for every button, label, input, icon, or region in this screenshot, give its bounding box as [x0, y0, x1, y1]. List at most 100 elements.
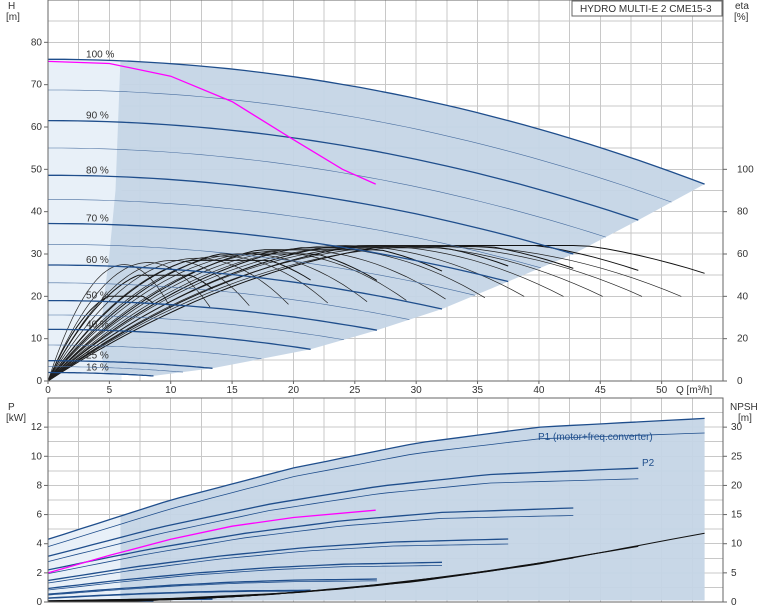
- y-right-tick-label-bottom: 10: [731, 539, 743, 550]
- speed-curve-0: [48, 58, 705, 185]
- speed-label-4: 60 %: [86, 255, 109, 266]
- y-right-tick-label: 80: [737, 207, 749, 218]
- y-right-tick-label-bottom: 20: [731, 480, 743, 491]
- speed-curve-3: [47, 222, 509, 283]
- power-curve-4-0: [47, 561, 443, 590]
- x-tick-label: 50: [656, 385, 668, 396]
- x-tick-label: 30: [411, 385, 423, 396]
- y-right-label-top-1: eta: [735, 1, 749, 12]
- y-left-tick-label-bottom: 6: [36, 510, 42, 521]
- power-curve-1-0: [47, 467, 639, 557]
- y-left-tick-label: 80: [31, 37, 43, 48]
- y-left-tick-label: 30: [31, 249, 43, 260]
- x-tick-label: 15: [227, 385, 239, 396]
- power-curve-6-0: [47, 589, 311, 599]
- y-right-tick-label-bottom: 25: [731, 451, 743, 462]
- speed-label-0: 100 %: [86, 49, 114, 60]
- duty-curve-head: [47, 60, 376, 185]
- x-tick-label: 25: [349, 385, 361, 396]
- power-curve-1-1: [47, 478, 639, 562]
- speed-curve-thin-2: [48, 199, 541, 269]
- p2-annotation: P2: [642, 458, 655, 469]
- speed-label-3: 70 %: [86, 214, 109, 225]
- y-left-tick-label: 20: [31, 291, 43, 302]
- speed-curve-7: [48, 360, 213, 369]
- duty-curve-power: [47, 509, 376, 574]
- y-right-tick-label: 100: [737, 164, 754, 175]
- y-left-tick-label: 50: [31, 164, 43, 175]
- chart-title: HYDRO MULTI-E 2 CME15-3: [580, 4, 712, 15]
- power-npsh-chart: 0 2 4 6 8 10 12 0 5 10 15 20 25 30: [31, 397, 743, 608]
- speed-curve-4: [48, 264, 443, 310]
- speed-label-5: 50 %: [86, 291, 109, 302]
- speed-curve-2: [48, 174, 574, 255]
- efficiency-curve-thin-10: [47, 245, 564, 382]
- y-right-label-unit-2: [m]: [738, 413, 752, 424]
- y-right-tick-label: 60: [737, 249, 749, 260]
- speed-curve-thin-6: [48, 344, 262, 360]
- efficiency-curve-thin-7: [47, 249, 446, 382]
- power-curve-3-0: [47, 538, 509, 582]
- speed-curve-thin-1: [48, 147, 606, 238]
- y-left-tick-label: 70: [31, 80, 43, 91]
- x-tick-label: 5: [107, 385, 113, 396]
- x-tick-label: 0: [45, 385, 51, 396]
- y-left-label-unit-1: [m]: [6, 12, 20, 23]
- x-axis-label: Q [m³/h]: [676, 385, 712, 396]
- efficiency-curve-thin-3: [47, 257, 289, 382]
- x-tick-label: 45: [595, 385, 607, 396]
- y-right-tick-label: 0: [737, 376, 743, 387]
- y-left-label-top-1: H: [8, 1, 15, 12]
- speed-curve-thin-7: [48, 366, 184, 373]
- speed-label-1: 90 %: [86, 111, 109, 122]
- head-efficiency-chart: 100 % 90 % 80 % 70 % 60 % 50 % 40 % 25 %16 % 0 10…: [31, 0, 754, 396]
- power-curve-0-1: [47, 432, 705, 547]
- speed-curve-thin-5: [48, 314, 344, 340]
- power-envelope: [104, 418, 705, 601]
- y-left-tick-label-bottom: 8: [36, 480, 42, 491]
- efficiency-curve-thin-9: [47, 245, 525, 382]
- efficiency-curve-5: [47, 253, 378, 382]
- power-curve-0-0: [47, 417, 705, 540]
- frame-top: [47, 0, 724, 382]
- y-left-tick-label: 40: [31, 207, 43, 218]
- efficiency-curve-thin-11: [47, 245, 603, 382]
- y-right-label-unit-1: [%]: [734, 12, 749, 23]
- operating-envelope: [100, 60, 705, 376]
- x-tick-label: 20: [288, 385, 300, 396]
- efficiency-curve-thin-6: [47, 251, 407, 382]
- y-right-tick-label-bottom: 5: [731, 568, 737, 579]
- efficiency-curve-7: [47, 274, 213, 382]
- frame-bottom: [47, 397, 724, 603]
- speed-label-8: 16 %: [86, 363, 109, 374]
- efficiency-curve-thin-0: [47, 264, 172, 382]
- y-right-tick-label: 20: [737, 334, 749, 345]
- power-curve-2-0: [47, 507, 574, 571]
- power-curve-6-1: [47, 590, 311, 599]
- power-curve-3-1: [47, 543, 509, 584]
- p1-annotation: P1 (motor+freq.converter): [538, 432, 653, 443]
- speed-curve-8: [48, 371, 154, 377]
- y-right-tick-label-bottom: 0: [731, 597, 737, 608]
- efficiency-curve-thin-4: [47, 255, 329, 382]
- x-tick-label: 10: [165, 385, 177, 396]
- y-left-tick-label: 60: [31, 122, 43, 133]
- x-tick-label: 40: [533, 385, 545, 396]
- speed-curve-thin-0: [48, 89, 672, 203]
- y-right-tick-label: 40: [737, 291, 749, 302]
- speed-label-7: 25 %: [86, 351, 109, 362]
- efficiency-curve-thin-5: [47, 253, 368, 382]
- y-left-tick-label: 10: [31, 334, 43, 345]
- y-left-tick-label: 0: [36, 376, 42, 387]
- power-curve-5-0: [47, 578, 377, 595]
- speed-label-6: 40 %: [86, 319, 109, 330]
- speed-curve-6: [48, 328, 311, 350]
- power-curve-4-1: [47, 565, 443, 591]
- efficiency-curve-thin-2: [47, 260, 250, 382]
- speed-label-2: 80 %: [86, 165, 109, 176]
- y-right-tick-label-bottom: 15: [731, 510, 743, 521]
- y-left-tick-label-bottom: 10: [31, 451, 43, 462]
- y-left-tick-label-bottom: 0: [36, 597, 42, 608]
